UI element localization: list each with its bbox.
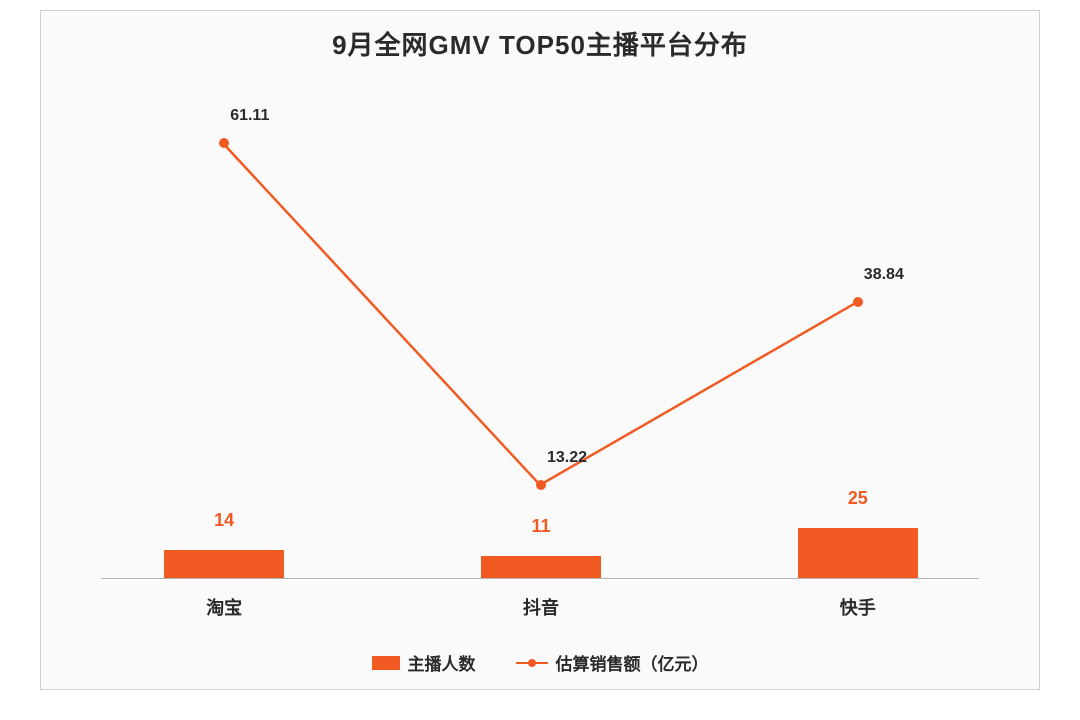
legend-swatch-line: [516, 656, 548, 670]
legend-item-bar: 主播人数: [372, 650, 476, 675]
legend: 主播人数 估算销售额（亿元）: [41, 650, 1039, 675]
x-axis-label: 快手: [840, 594, 876, 620]
line-point: [853, 297, 863, 307]
bar-value-label: 14: [214, 510, 234, 531]
line-value-label: 13.22: [547, 449, 587, 467]
legend-item-line: 估算销售额（亿元）: [516, 650, 709, 675]
line-point: [536, 480, 546, 490]
line-path: [224, 144, 856, 485]
legend-label-line: 估算销售额（亿元）: [556, 650, 709, 675]
line-value-label: 61.11: [230, 107, 269, 125]
x-axis-label: 淘宝: [206, 594, 242, 620]
x-axis-labels: 淘宝抖音快手: [101, 584, 979, 614]
legend-label-bar: 主播人数: [408, 650, 476, 675]
legend-swatch-bar: [372, 656, 400, 670]
bar-value-label: 11: [531, 516, 550, 537]
bar: [798, 528, 918, 578]
line-value-label: 38.84: [864, 266, 904, 284]
x-axis-baseline: [101, 578, 979, 579]
chart-container: 9月全网GMV TOP50主播平台分布 14 11 25 61.11 13.22 38.8…: [40, 10, 1040, 690]
bar-value-label: 25: [848, 488, 868, 509]
line-point: [219, 138, 229, 148]
bar: [481, 556, 601, 578]
x-axis-label: 抖音: [523, 594, 559, 620]
chart-title: 9月全网GMV TOP50主播平台分布: [41, 25, 1039, 62]
plot-area: 14 11 25 61.11 13.22 38.84: [101, 81, 979, 579]
bar: [164, 550, 284, 578]
